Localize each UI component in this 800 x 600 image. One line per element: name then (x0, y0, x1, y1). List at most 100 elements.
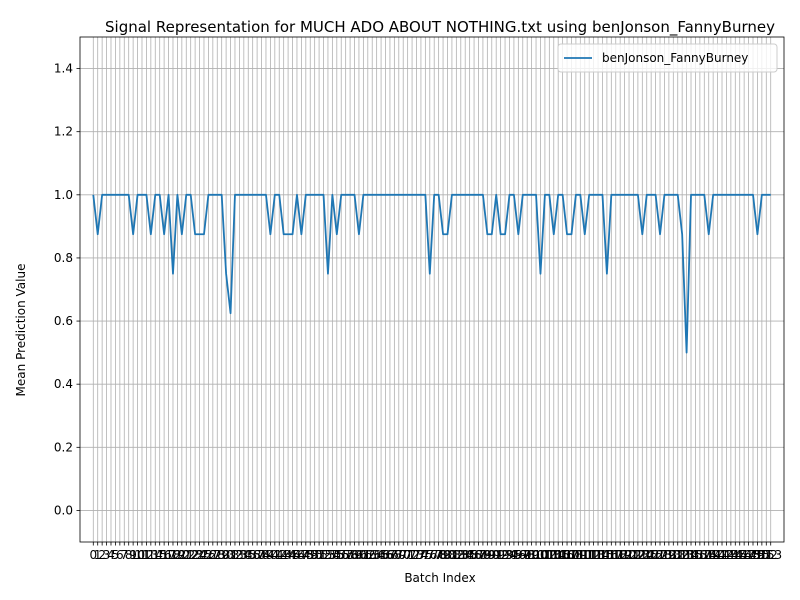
x-tick-label: 33 (232, 548, 247, 562)
x-tick-label: 0 (89, 548, 97, 562)
legend-box (557, 43, 778, 73)
x-tick-label: 133 (671, 548, 694, 562)
x-tick-label: 98 (520, 548, 535, 562)
chart-title: Signal Representation for MUCH ADO ABOUT… (105, 18, 775, 37)
x-tick-label: 18 (165, 548, 180, 562)
x-tick-label: 36 (245, 548, 260, 562)
x-tick-label: 8 (125, 548, 133, 562)
y-axis-label: Mean Prediction Value (14, 264, 28, 397)
x-tick-label: 31 (223, 548, 238, 562)
x-tick-label: 2 (98, 548, 106, 562)
x-tick-label: 125 (635, 548, 658, 562)
x-tick-label: 37 (249, 548, 264, 562)
x-tick-label: 5 (112, 548, 120, 562)
x-tick-label: 129 (653, 548, 676, 562)
x-tick-label: 57 (338, 548, 353, 562)
x-tick-label: 60 (351, 548, 366, 562)
x-tick-label: 150 (746, 548, 769, 562)
x-tick-label: 17 (161, 548, 176, 562)
x-tick-label: 83 (453, 548, 468, 562)
x-tick-label: 111 (573, 548, 596, 562)
x-tick-label: 121 (618, 548, 641, 562)
x-tick-label: 25 (196, 548, 211, 562)
legend-entry: benJonson_FannyBurney (602, 51, 748, 65)
x-tick-label: 46 (289, 548, 304, 562)
x-tick-label: 19 (170, 548, 185, 562)
x-tick-label: 137 (688, 548, 711, 562)
x-tick-label: 40 (263, 548, 278, 562)
x-tick-label: 6 (116, 548, 124, 562)
x-tick-label: 91 (489, 548, 504, 562)
x-tick-label: 86 (466, 548, 481, 562)
x-tick-label: 100 (525, 548, 548, 562)
x-tick-label: 153 (759, 548, 782, 562)
x-tick-label: 56 (334, 548, 349, 562)
x-tick-label: 22 (183, 548, 198, 562)
axes-frame (79, 36, 785, 543)
x-tick-label: 104 (542, 548, 565, 562)
x-tick-label: 149 (742, 548, 765, 562)
x-tick-label: 105 (547, 548, 570, 562)
x-tick-label: 53 (320, 548, 335, 562)
x-tick-label: 93 (497, 548, 512, 562)
x-tick-label: 64 (369, 548, 384, 562)
x-tick-label: 147 (733, 548, 756, 562)
x-tick-label: 90 (484, 548, 499, 562)
x-tick-label: 1 (94, 548, 102, 562)
x-tick-label: 39 (258, 548, 273, 562)
x-tick-label: 135 (680, 548, 703, 562)
x-tick-label: 136 (684, 548, 707, 562)
x-tick-label: 126 (640, 548, 663, 562)
x-tick-label: 72 (404, 548, 419, 562)
x-tick-label: 143 (715, 548, 738, 562)
x-tick-label: 108 (560, 548, 583, 562)
x-tick-label: 80 (440, 548, 455, 562)
series-line (92, 193, 771, 354)
x-tick-label: 66 (378, 548, 393, 562)
x-tick-label: 3 (103, 548, 111, 562)
x-tick-label: 141 (706, 548, 729, 562)
x-tick-label: 117 (600, 548, 623, 562)
x-tick-label: 78 (431, 548, 446, 562)
x-tick-label: 118 (604, 548, 627, 562)
x-tick-label: 82 (449, 548, 464, 562)
x-tick-label: 34 (236, 548, 251, 562)
x-tick-label: 13 (143, 548, 158, 562)
x-tick-label: 84 (458, 548, 473, 562)
x-tick-label: 20 (174, 548, 189, 562)
x-tick-label: 50 (307, 548, 322, 562)
x-tick-label: 7 (120, 548, 128, 562)
x-tick-label: 130 (657, 548, 680, 562)
x-tick-label: 44 (280, 548, 295, 562)
x-tick-label: 68 (387, 548, 402, 562)
x-tick-label: 151 (750, 548, 773, 562)
x-tick-label: 28 (210, 548, 225, 562)
x-tick-label: 71 (400, 548, 415, 562)
y-tick-label: 0.6 (54, 314, 73, 328)
x-tick-label: 9 (129, 548, 137, 562)
x-tick-label: 120 (613, 548, 636, 562)
x-tick-label: 63 (365, 548, 380, 562)
x-tick-label: 132 (666, 548, 689, 562)
x-tick-label: 52 (316, 548, 331, 562)
y-tick-label: 1.2 (54, 125, 73, 139)
x-tick-label: 75 (418, 548, 433, 562)
x-tick-label: 92 (493, 548, 508, 562)
x-axis-label: Batch Index (404, 571, 475, 585)
x-tick-label: 69 (391, 548, 406, 562)
x-tick-label: 21 (179, 548, 194, 562)
x-tick-label: 12 (139, 548, 154, 562)
x-tick-label: 110 (569, 548, 592, 562)
x-tick-label: 24 (192, 548, 207, 562)
x-tick-label: 73 (409, 548, 424, 562)
x-tick-label: 38 (254, 548, 269, 562)
plot-area: 0123456789101112131415161718192021222324… (54, 36, 785, 562)
x-tick-label: 131 (662, 548, 685, 562)
x-tick-label: 116 (595, 548, 618, 562)
x-tick-label: 47 (294, 548, 309, 562)
x-tick-label: 99 (524, 548, 539, 562)
x-tick-label: 124 (631, 548, 654, 562)
x-tick-label: 97 (515, 548, 530, 562)
x-tick-label: 109 (564, 548, 587, 562)
